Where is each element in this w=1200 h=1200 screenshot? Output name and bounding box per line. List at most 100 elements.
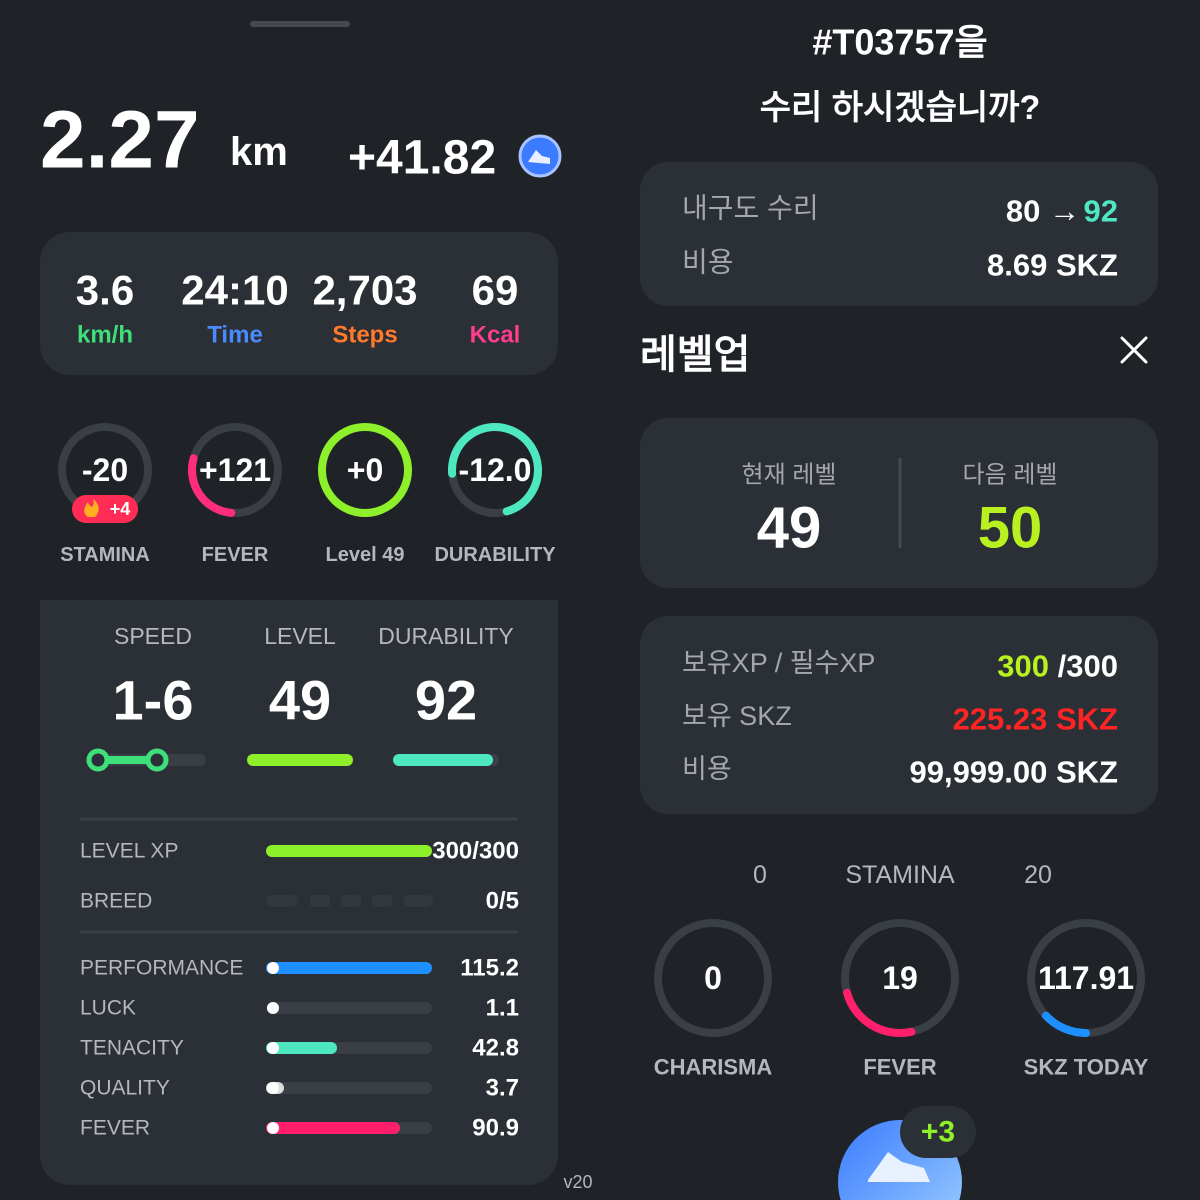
distance-unit: km [230,130,288,174]
gauge-label: Level 49 [326,544,405,566]
current-level: 49 [757,496,822,561]
avatar-badge [900,1106,976,1158]
attribute-track [266,1082,432,1094]
progress-label: LEVEL XP [80,840,178,863]
xp-have: 300 [997,649,1049,684]
sneaker-shape [868,1152,930,1182]
token-icon-shoe [528,150,550,164]
flame-icon [84,499,99,517]
breed-slot [341,895,361,907]
badge-text: +4 [110,499,131,519]
breed-slot [266,895,298,907]
stat-label: SPEED [114,623,192,649]
speed-knob [86,748,110,772]
stat-label: LEVEL [264,623,336,649]
attribute-knob [267,1082,279,1094]
stats-card [40,600,558,1185]
skz-balance: 225.23 SKZ [953,702,1118,737]
gauge-label: FEVER [863,1055,936,1080]
attribute-label: TENACITY [80,1037,184,1060]
stat-value: 1-6 [113,669,194,732]
gauge-value: -20 [82,452,128,488]
level-bar [247,754,353,766]
attribute-bar [266,962,432,974]
breed-slot [310,895,330,907]
version: v20 [563,1172,592,1192]
attribute-knob [267,1122,279,1134]
next-level-label: 다음 레벨 [963,462,1058,489]
gauge-arc [1027,919,1145,1037]
skz-label: 보유 SKZ [682,701,792,731]
attribute-knob [267,1042,279,1054]
summary-card [40,232,558,375]
summary-label: km/h [77,322,133,349]
gauge-label: SKZ TODAY [1024,1055,1149,1080]
attribute-value: 3.7 [486,1075,519,1102]
gauge-value: 19 [882,960,918,996]
repair-label: 내구도 수리 [682,193,819,224]
attribute-value: 1.1 [486,995,519,1022]
next-level: 50 [978,496,1043,561]
attribute-label: PERFORMANCE [80,957,243,980]
progress-value: 0/5 [486,888,519,915]
reward: +41.82 [348,132,496,185]
repair-from: 80 → [1006,194,1080,229]
gauge-value: +0 [347,452,383,488]
repair-question: 수리 하시겠습니까? [760,89,1040,127]
attribute-bar [266,1042,337,1054]
stamina-label: STAMINA [845,861,955,889]
attribute-value: 42.8 [472,1035,519,1062]
gauge-value: 0 [704,960,722,996]
levelup-cost-label: 비용 [682,754,732,784]
drag-handle [250,21,350,27]
gauge-value: 117.91 [1038,960,1134,996]
stat-label: DURABILITY [378,623,513,649]
gauge-label: CHARISMA [654,1055,773,1080]
attribute-value: 115.2 [460,955,519,982]
gauge-value: +121 [199,452,271,488]
summary-label: Steps [332,322,397,349]
cost-label: 비용 [682,247,734,278]
scale-min: 0 [753,861,767,889]
summary-value: 69 [472,267,519,314]
repair-cost: 8.69 SKZ [987,248,1118,283]
gauge-arc [841,919,959,1037]
xp-label: 보유XP / 필수XP [682,648,875,678]
stat-value: 92 [415,669,477,732]
close-icon[interactable] [1120,336,1148,364]
summary-value: 3.6 [76,267,134,314]
repair-to: 92 [1084,194,1118,229]
scale-max: 20 [1024,861,1052,889]
avatar-badge-text: +3 [921,1116,955,1149]
attribute-track [266,1002,432,1014]
breed-slot [403,895,433,907]
gauge-arc [448,422,542,517]
summary-label: Time [207,322,263,349]
close-button[interactable] [1112,328,1156,372]
levelup-cost: 99,999.00 SKZ [909,755,1118,790]
gauge-label: FEVER [202,544,269,566]
gauge-track [654,919,772,1037]
xp-bar [266,845,432,857]
attribute-bar [266,1122,400,1134]
stat-value: 49 [269,669,331,732]
attribute-label: LUCK [80,997,136,1020]
repair-title: #T03757을 [812,22,987,63]
summary-value: 2,703 [312,267,417,314]
repair-card [640,162,1158,306]
gauge-label: STAMINA [60,544,150,566]
attribute-value: 90.9 [472,1115,519,1142]
progress-label: BREED [80,890,152,913]
xp-need: /300 [1058,649,1118,684]
gauge-arc [318,423,412,517]
gauge-arc [188,423,283,517]
distance: 2.27 [40,95,200,186]
attribute-label: QUALITY [80,1077,170,1100]
durability-bar [393,754,493,766]
attribute-label: FEVER [80,1117,150,1140]
attribute-knob [267,1002,279,1014]
xp-card [640,616,1158,814]
summary-label: Kcal [470,322,521,349]
speed-knob [145,748,169,772]
current-level-label: 현재 레벨 [742,462,837,489]
